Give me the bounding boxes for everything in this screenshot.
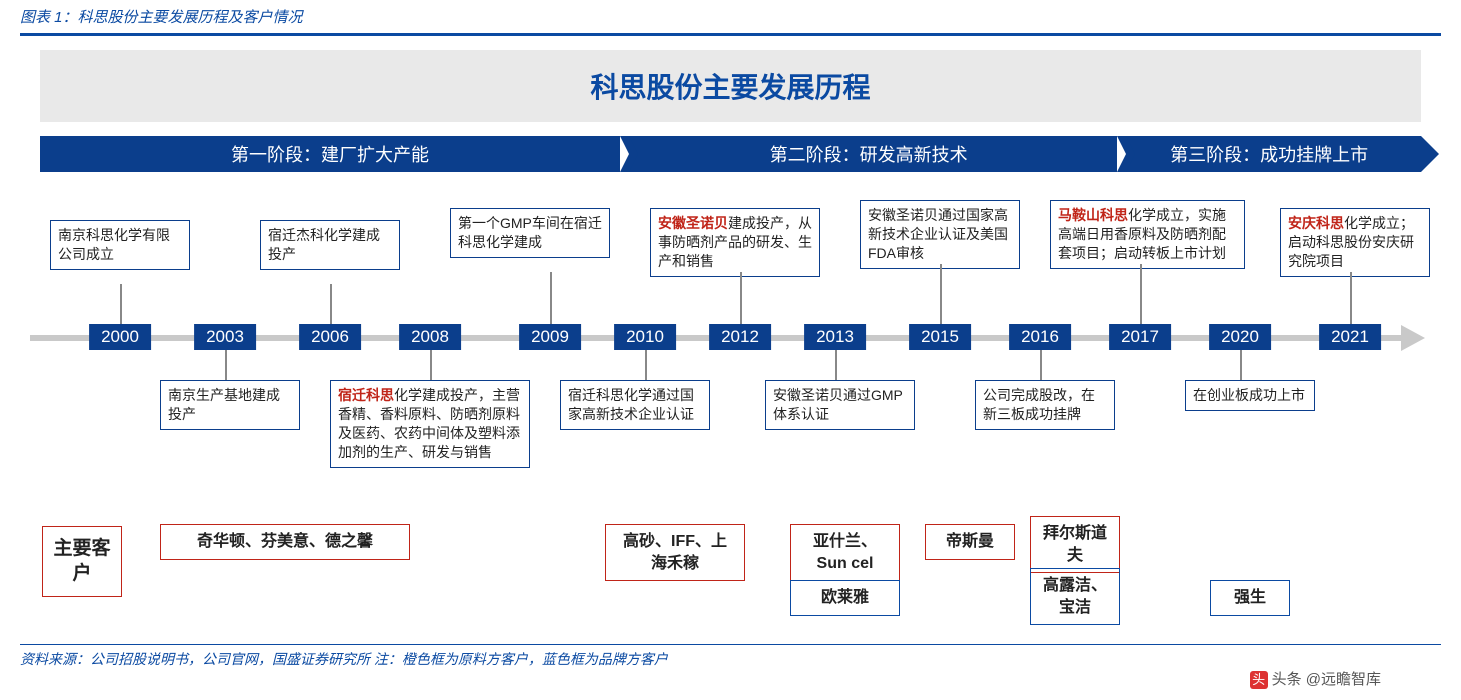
customer-brand: 欧莱雅	[790, 580, 900, 616]
phase-segment: 第一阶段：建厂扩大产能	[40, 136, 620, 172]
customer-raw: 帝斯曼	[925, 524, 1015, 560]
phase-segment: 第三阶段：成功挂牌上市	[1117, 136, 1421, 172]
event-box: 公司完成股改，在新三板成功挂牌	[975, 380, 1115, 430]
connector-line	[120, 284, 122, 324]
customer-raw: 亚什兰、Sun cel	[790, 524, 900, 581]
source-note: 资料来源：公司招股说明书，公司官网，国盛证券研究所 注：橙色框为原料方客户，蓝色…	[20, 644, 1441, 679]
event-box: 安徽圣诺贝通过GMP体系认证	[765, 380, 915, 430]
customer-raw: 奇华顿、芬美意、德之馨	[160, 524, 410, 560]
connector-line	[330, 284, 332, 324]
watermark-icon: 头	[1250, 671, 1268, 689]
connector-line	[835, 350, 837, 380]
connector-line	[645, 350, 647, 380]
event-box: 安徽圣诺贝通过国家高新技术企业认证及美国FDA审核	[860, 200, 1020, 269]
event-box: 宿迁科思化学建成投产，主营香精、香料原料、防晒剂原料及医药、农药中间体及塑料添加…	[330, 380, 530, 468]
year-marker: 2016	[1009, 324, 1071, 350]
year-marker: 2012	[709, 324, 771, 350]
top-rule	[20, 33, 1441, 36]
year-marker: 2008	[399, 324, 461, 350]
event-box: 南京生产基地建成投产	[160, 380, 300, 430]
connector-line	[1240, 350, 1242, 380]
event-box: 第一个GMP车间在宿迁科思化学建成	[450, 208, 610, 258]
year-marker: 2021	[1319, 324, 1381, 350]
event-box: 在创业板成功上市	[1185, 380, 1315, 411]
figure-caption: 图表 1：科思股份主要发展历程及客户情况	[20, 0, 1441, 33]
year-marker: 2020	[1209, 324, 1271, 350]
timeline: 2000 2003 2006 2008 2009 2010 2012 2013 2015 2016…	[30, 190, 1431, 510]
event-box: 安徽圣诺贝建成投产，从事防晒剂产品的研发、生产和销售	[650, 208, 820, 277]
title-banner: 科思股份主要发展历程	[40, 50, 1421, 122]
customer-brand: 高露洁、宝洁	[1030, 568, 1120, 625]
customer-raw: 高砂、IFF、上海禾稼	[605, 524, 745, 581]
year-marker: 2003	[194, 324, 256, 350]
connector-line	[940, 264, 942, 324]
event-box: 南京科思化学有限公司成立	[50, 220, 190, 270]
connector-line	[1040, 350, 1042, 380]
event-box: 马鞍山科思化学成立，实施高端日用香原料及防晒剂配套项目；启动转板上市计划	[1050, 200, 1245, 269]
year-marker: 2006	[299, 324, 361, 350]
year-marker: 2000	[89, 324, 151, 350]
connector-line	[740, 272, 742, 324]
customers-label: 主要客户	[42, 526, 122, 597]
connector-line	[550, 272, 552, 324]
year-marker: 2015	[909, 324, 971, 350]
event-box: 宿迁杰科化学建成投产	[260, 220, 400, 270]
title-text: 科思股份主要发展历程	[590, 72, 870, 103]
year-marker: 2009	[519, 324, 581, 350]
year-marker: 2017	[1109, 324, 1171, 350]
connector-line	[225, 350, 227, 380]
connector-line	[430, 350, 432, 380]
phase-segment: 第二阶段：研发高新技术	[620, 136, 1117, 172]
watermark: 头头条 @远瞻智库	[1250, 668, 1381, 689]
customer-raw: 拜尔斯道夫	[1030, 516, 1120, 573]
event-box: 宿迁科思化学通过国家高新技术企业认证	[560, 380, 710, 430]
event-box: 安庆科思化学成立；启动科思股份安庆研究院项目	[1280, 208, 1430, 277]
connector-line	[1140, 264, 1142, 324]
customer-brand: 强生	[1210, 580, 1290, 616]
phase-arrow: 第一阶段：建厂扩大产能第二阶段：研发高新技术第三阶段：成功挂牌上市	[40, 136, 1421, 172]
year-marker: 2010	[614, 324, 676, 350]
customers-section: 主要客户 奇华顿、芬美意、德之馨 高砂、IFF、上海禾稼亚什兰、Sun cel 帝斯…	[30, 516, 1431, 636]
connector-line	[1350, 272, 1352, 324]
year-marker: 2013	[804, 324, 866, 350]
